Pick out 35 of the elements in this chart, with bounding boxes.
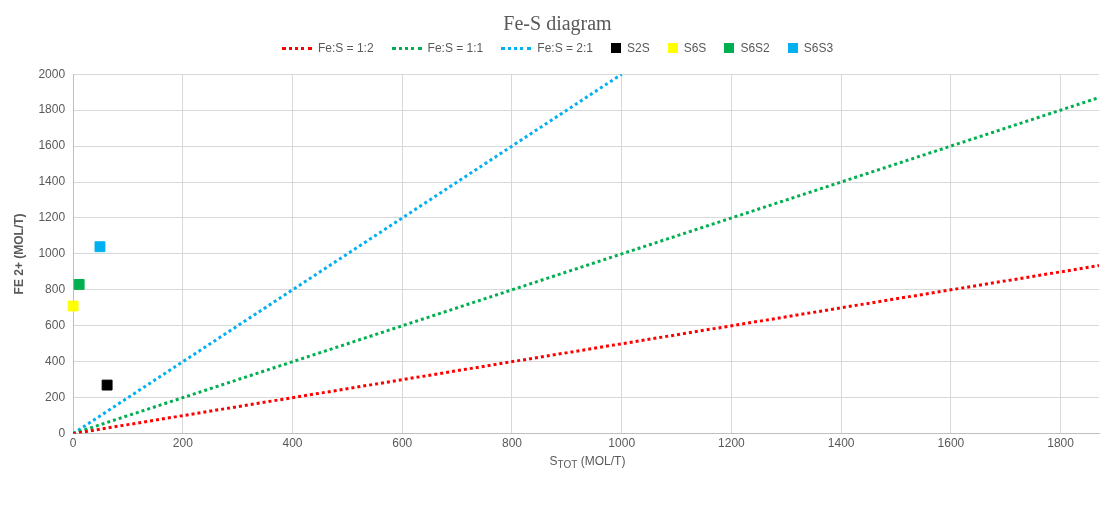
y-tick-label: 200 [45, 389, 66, 404]
y-tick-label: 2000 [38, 66, 66, 81]
y-tick-label: 1400 [38, 174, 66, 189]
x-tick-label: 1600 [937, 436, 965, 451]
y-tick-label: 800 [45, 282, 66, 297]
x-tick-label: 1000 [608, 436, 636, 451]
y-tick-label: 600 [45, 318, 66, 333]
y-tick-label: 1800 [38, 102, 66, 117]
legend-label: S6S [683, 41, 707, 55]
legend-label: S6S2 [740, 41, 770, 55]
x-tick-label: 1200 [718, 436, 746, 451]
chart-title: Fe-S diagram [502, 11, 613, 35]
x-tick-label: 1800 [1047, 436, 1075, 451]
legend-label: S6S3 [803, 41, 834, 55]
y-axis-title: FE 2+ (MOL/T) [11, 213, 26, 295]
y-tick-label: 1200 [38, 210, 66, 225]
x-tick-label: 200 [172, 436, 194, 451]
point [101, 379, 113, 391]
y-tick-label: 0 [58, 425, 66, 440]
legend-label: Fe:S = 1:2 [317, 41, 374, 55]
x-tick-label: 800 [501, 436, 523, 451]
legend-label: Fe:S = 1:1 [427, 41, 484, 55]
y-tick-label: 1000 [38, 246, 66, 261]
x-tick-label: 600 [392, 436, 413, 451]
x-tick-label: 1400 [827, 436, 855, 451]
point [73, 279, 85, 290]
x-tick-label: 400 [282, 436, 303, 451]
legend-label: S2S [627, 41, 650, 55]
x-axis-title: S$_{TOT}$ (MOL/T) [548, 454, 627, 471]
point [67, 300, 79, 312]
point [94, 241, 106, 253]
x-tick-label: 0 [69, 436, 77, 451]
y-tick-label: 400 [45, 354, 66, 369]
y-tick-label: 1600 [38, 138, 66, 153]
legend-label: Fe:S = 2:1 [537, 41, 593, 55]
